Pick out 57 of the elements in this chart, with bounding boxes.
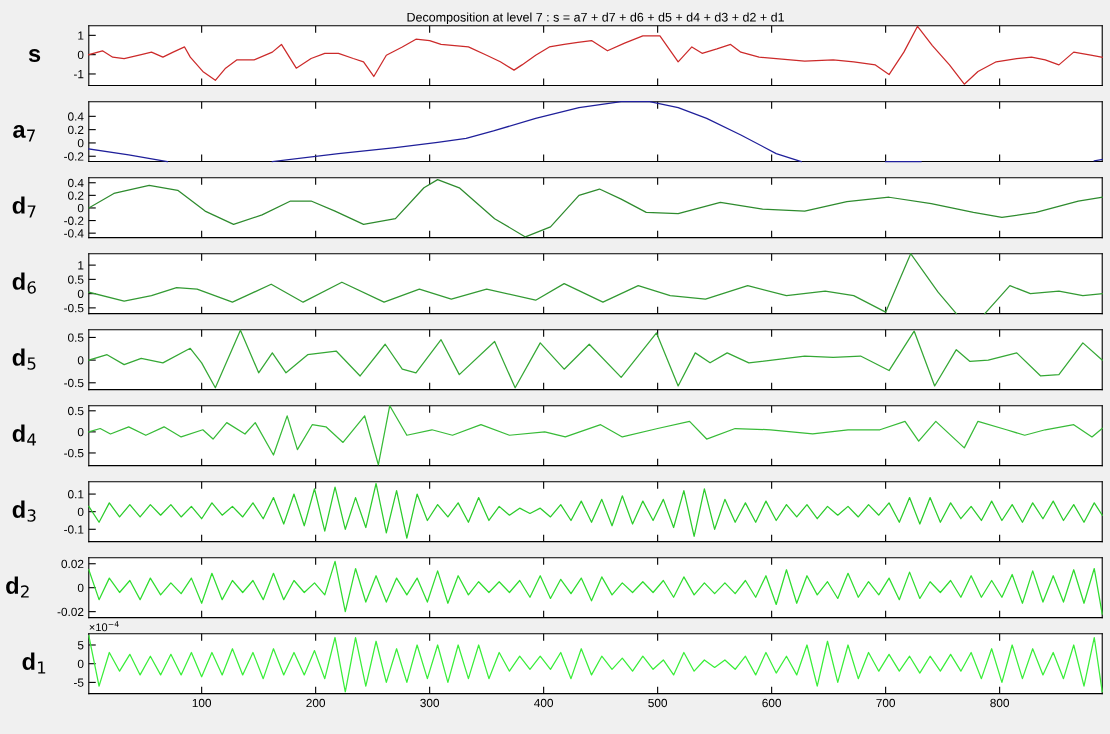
y-axis-title: a$_{7}$ [13,124,35,142]
y-tick-label: 1 [78,31,84,40]
y-tick-label: -0.2 [64,216,84,225]
y-tick-label: 0 [77,203,84,213]
line-series [88,482,1103,539]
chart-title: Decomposition at level 7 : s = a7 + d7 + d6 + d5 + d4 + d3 + d2 + d1 [407,12,784,25]
y-tick-label: -0.02 [57,607,84,617]
x-tick-label: 400 [534,698,554,708]
y-tick-label: -0.1 [64,525,84,534]
y-axis-title: d$_{4}$ [12,424,36,446]
y-tick-label: 0.2 [67,191,84,200]
y-tick-label: -0.5 [64,448,84,458]
y-tick-label: -0.4 [64,229,84,238]
y-tick-label: -0.5 [64,378,84,388]
y-axis-title: d$_{6}$ [12,272,36,294]
x-tick-label: 500 [648,698,668,708]
y-tick-label: -1 [73,70,84,79]
y-tick-label: 0 [77,427,84,437]
y-tick-label: 0.5 [67,275,84,284]
y-axis-title: d$_{2}$ [6,576,29,598]
y-tick-label: 0.2 [67,125,84,135]
y-axis-title: s [28,49,41,62]
x-tick-label: 300 [420,698,440,708]
y-tick-label: 0 [77,356,84,365]
y-tick-label: 0 [77,50,84,60]
y-tick-label: 0.5 [67,333,84,342]
y-tick-label: 0.4 [67,178,84,188]
y-tick-label: 0 [77,138,84,148]
line-series [88,178,1103,238]
x-tick-label: 200 [306,698,326,708]
x-tick-label: 700 [876,698,896,708]
y-axis-title: d$_{3}$ [12,500,36,522]
x-tick-label: 100 [192,698,212,708]
line-series [88,635,1103,693]
line-series [88,405,1103,466]
y-tick-label: -0.2 [64,152,84,161]
y-tick-label: 0 [77,289,84,299]
text: ×10$^{−4}$ [89,621,119,632]
x-tick-label: 600 [762,698,782,708]
y-tick-label: 0 [77,659,84,669]
y-tick-label: 5 [77,641,84,650]
y-tick-label: 0.5 [67,406,84,416]
y-tick-label: 0 [77,507,84,517]
y-tick-label: 0.1 [67,490,84,499]
y-axis-title: d$_{7}$ [12,196,36,218]
y-axis-title: d$_{5}$ [12,348,36,370]
line-series [88,560,1103,615]
y-tick-label: 0 [77,583,84,593]
line-series [88,25,1103,85]
y-tick-label: 1 [78,261,84,270]
y-tick-label: -0.5 [64,303,84,313]
y-tick-label: 0.02 [61,559,84,569]
x-tick-label: 800 [990,698,1010,708]
y-tick-label: -5 [73,678,84,687]
y-axis-title: d$_{1}$ [22,652,46,674]
line-series [88,329,1103,389]
y-tick-label: 0.4 [67,112,84,121]
